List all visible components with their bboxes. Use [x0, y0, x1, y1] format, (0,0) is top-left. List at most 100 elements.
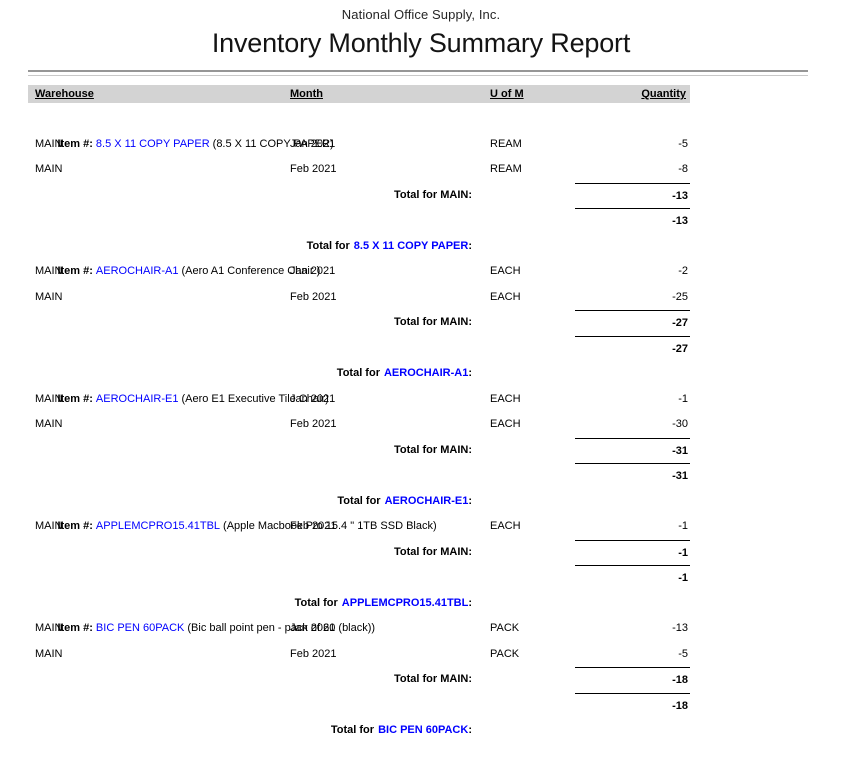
month-cell: Jan 2021 — [290, 265, 336, 277]
warehouse-total-quantity: -18 — [575, 667, 690, 693]
warehouse-cell: MAIN — [35, 265, 63, 277]
warehouse-cell: MAIN — [35, 392, 63, 405]
uofm-cell: EACH — [490, 392, 521, 405]
quantity-cell: -13 — [672, 622, 688, 634]
column-header-month: Month — [290, 88, 323, 100]
item-header: Item #: AEROCHAIR-E1 (Aero E1 Executive Ti… — [33, 361, 328, 405]
uofm-cell: PACK — [490, 622, 520, 634]
quantity-cell: -5 — [678, 137, 688, 150]
report-page: { "report": { "company_name": "National … — [0, 7, 842, 736]
month-cell: Jan 2021 — [290, 137, 336, 150]
uofm-cell: EACH — [490, 290, 521, 303]
warehouse-total-label: Total for MAIN: — [393, 316, 472, 328]
month-cell: Feb 2021 — [290, 163, 337, 175]
item-total-link[interactable]: AEROCHAIR-E1 — [384, 494, 469, 507]
item-total-label: Total for APPLEMCPRO15.41TBL: — [0, 565, 472, 609]
inventory-row: MAIN Jan 2021 EACH -2 — [0, 259, 842, 285]
item-description: (Apple Macbook Pro 15.4 " 1TB SSD Black) — [223, 520, 437, 532]
item-number-label: Item #: — [57, 622, 93, 634]
item-total-colon: : — [468, 494, 472, 507]
item-total-row: Total for BIC PEN 60PACK: -18 — [0, 692, 842, 736]
inventory-row: MAIN Jan 2021 EACH -1 — [0, 387, 842, 413]
item-description: (Aero A1 Conference Chair ) — [181, 265, 321, 277]
item-number-label: Item #: — [57, 392, 93, 405]
item-total-row: Total for 8.5 X 11 COPY PAPER: -13 — [0, 208, 842, 252]
warehouse-cell: MAIN — [35, 647, 63, 660]
item-header: Item #: 8.5 X 11 COPY PAPER (8.5 X 11 COPY… — [33, 106, 333, 150]
inventory-rows: MAIN Jan 2021 PACK -13 MAIN Feb 2021 PAC… — [0, 616, 842, 667]
item-total-colon: : — [468, 724, 472, 736]
item-total-quantity: -18 — [575, 692, 690, 719]
month-cell: Jan 2021 — [290, 392, 336, 405]
item-total-label: Total for BIC PEN 60PACK: — [0, 693, 472, 736]
inventory-rows: MAIN Feb 2021 EACH -1 — [0, 514, 842, 540]
header-rule-dark — [28, 70, 808, 72]
inventory-row: MAIN Feb 2021 EACH -25 — [0, 285, 842, 311]
uofm-cell: PACK — [490, 647, 520, 660]
item-total-quantity: -31 — [575, 463, 690, 489]
item-total-link[interactable]: 8.5 X 11 COPY PAPER — [353, 239, 469, 252]
inventory-rows: MAIN Jan 2021 EACH -2 MAIN Feb 2021 EACH… — [0, 259, 842, 310]
month-cell: Jan 2021 — [290, 622, 336, 634]
warehouse-cell: MAIN — [35, 622, 63, 634]
item-total-label: Total for AEROCHAIR-E1: — [0, 463, 472, 507]
item-number-link[interactable]: AEROCHAIR-A1 — [95, 265, 179, 277]
warehouse-total-label: Total for MAIN: — [393, 443, 472, 456]
item-description: (Bic ball point pen - pack of 60 (black)… — [187, 622, 376, 634]
item-number-link[interactable]: BIC PEN 60PACK — [95, 622, 185, 634]
item-header-row: Item #: BIC PEN 60PACK (Bic ball point pen… — [0, 591, 842, 634]
item-total-prefix: Total for — [337, 494, 381, 507]
item-total-prefix: Total for — [336, 367, 380, 379]
item-number-label: Item #: — [57, 137, 93, 150]
item-total-link[interactable]: BIC PEN 60PACK — [378, 724, 469, 736]
warehouse-total-quantity: -1 — [575, 539, 690, 566]
report-body: Item #: 8.5 X 11 COPY PAPER (8.5 X 11 COPY… — [0, 106, 842, 736]
warehouse-total-row: Total for MAIN: -31 — [0, 437, 842, 464]
quantity-cell: -30 — [672, 418, 688, 430]
month-cell: Feb 2021 — [290, 290, 337, 303]
item-total-prefix: Total for — [330, 724, 375, 736]
item-header-row: Item #: AEROCHAIR-E1 (Aero E1 Executive Ti… — [0, 361, 842, 405]
item-number-link[interactable]: AEROCHAIR-E1 — [95, 392, 179, 405]
column-header-uofm: U of M — [490, 88, 524, 100]
item-total-quantity: -1 — [575, 565, 690, 591]
item-header: Item #: AEROCHAIR-A1 (Aero A1 Conference C… — [33, 234, 320, 277]
item-total-link[interactable]: APPLEMCPRO15.41TBL — [341, 596, 469, 609]
uofm-cell: EACH — [490, 418, 521, 430]
warehouse-total-row: Total for MAIN: -18 — [0, 667, 842, 693]
inventory-row: MAIN Feb 2021 EACH -1 — [0, 514, 842, 540]
item-total-prefix: Total for — [306, 239, 350, 252]
inventory-row: MAIN Jan 2021 REAM -5 — [0, 132, 842, 158]
inventory-rows: MAIN Jan 2021 REAM -5 MAIN Feb 2021 REAM… — [0, 132, 842, 183]
warehouse-cell: MAIN — [35, 520, 63, 532]
item-total-colon: : — [468, 596, 472, 609]
uofm-cell: REAM — [490, 137, 522, 150]
item-total-row: Total for AEROCHAIR-A1: -27 — [0, 335, 842, 379]
uofm-cell: REAM — [490, 163, 522, 175]
warehouse-total-row: Total for MAIN: -1 — [0, 539, 842, 566]
item-total-row: Total for AEROCHAIR-E1: -31 — [0, 463, 842, 507]
item-section: Item #: APPLEMCPRO15.41TBL (Apple Macbook … — [0, 489, 842, 609]
quantity-cell: -1 — [678, 520, 688, 532]
item-section: Item #: AEROCHAIR-E1 (Aero E1 Executive Ti… — [0, 361, 842, 507]
warehouse-total-quantity: -13 — [575, 182, 690, 209]
month-cell: Feb 2021 — [290, 520, 337, 532]
item-total-label: Total for 8.5 X 11 COPY PAPER: — [0, 208, 472, 252]
report-title: Inventory Monthly Summary Report — [211, 28, 631, 58]
item-total-link[interactable]: AEROCHAIR-A1 — [383, 367, 469, 379]
inventory-row: MAIN Feb 2021 EACH -30 — [0, 412, 842, 438]
warehouse-total-row: Total for MAIN: -27 — [0, 310, 842, 336]
column-header-bar: Warehouse Month U of M Quantity — [28, 85, 690, 103]
item-total-colon: : — [468, 367, 472, 379]
item-number-link[interactable]: APPLEMCPRO15.41TBL — [95, 520, 221, 532]
inventory-row: MAIN Jan 2021 PACK -13 — [0, 616, 842, 642]
item-total-label: Total for AEROCHAIR-A1: — [0, 336, 472, 379]
quantity-cell: -8 — [678, 163, 688, 175]
item-header: Item #: BIC PEN 60PACK (Bic ball point pen… — [33, 591, 375, 634]
quantity-cell: -2 — [678, 265, 688, 277]
item-total-prefix: Total for — [294, 596, 338, 609]
quantity-cell: -25 — [672, 290, 688, 303]
item-number-link[interactable]: 8.5 X 11 COPY PAPER — [95, 137, 210, 150]
warehouse-total-quantity: -31 — [575, 437, 690, 464]
item-header-row: Item #: AEROCHAIR-A1 (Aero A1 Conference C… — [0, 234, 842, 277]
